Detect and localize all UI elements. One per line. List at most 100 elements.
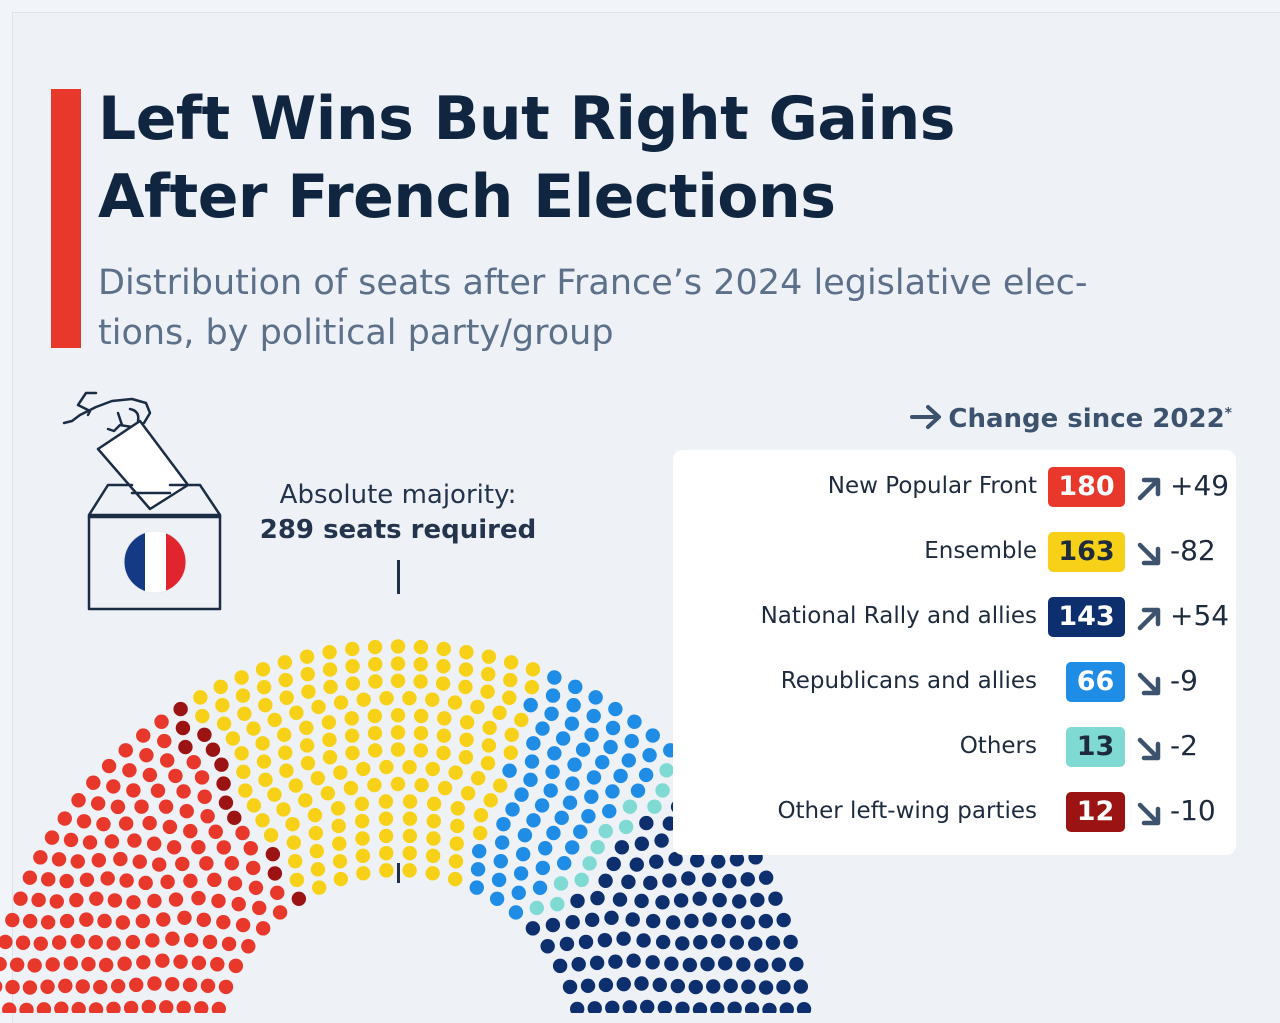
legend-row: Ensemble 163 -82 xyxy=(673,532,1236,574)
legend-party-name: Other left-wing parties xyxy=(777,798,1037,824)
seat-dot xyxy=(514,787,529,802)
seat-dot xyxy=(597,932,613,948)
seat-dot xyxy=(688,979,703,995)
seat-dot xyxy=(502,690,517,705)
legend-change-value: -82 xyxy=(1170,534,1216,567)
seat-dot xyxy=(0,981,3,992)
seat-dot xyxy=(638,767,654,783)
seat-dot xyxy=(449,836,464,851)
seat-dot xyxy=(168,892,184,907)
seat-dot xyxy=(568,679,583,695)
seat-dot xyxy=(299,738,315,753)
subtitle-line-2: tions, by political party/group xyxy=(98,313,614,353)
seat-dot xyxy=(0,934,13,950)
legend-seat-badge: 12 xyxy=(1066,792,1125,832)
seat-dot xyxy=(472,825,488,841)
seat-dot xyxy=(160,753,175,768)
seat-dot xyxy=(612,892,628,907)
seat-dot xyxy=(155,953,170,968)
seat-dot xyxy=(578,934,594,950)
seat-dot xyxy=(758,870,774,885)
seat-dot xyxy=(435,676,451,691)
seat-dot xyxy=(210,957,225,972)
seat-dot xyxy=(480,755,496,771)
legend-row: New Popular Front 180 +49 xyxy=(673,467,1236,509)
seat-dot xyxy=(436,641,451,657)
seat-dot xyxy=(126,895,141,910)
seat-dot xyxy=(779,1002,794,1013)
seat-dot xyxy=(481,649,497,664)
seat-dot xyxy=(425,692,440,707)
seat-dot xyxy=(587,1001,602,1013)
seat-dot xyxy=(584,727,599,742)
seat-dot xyxy=(711,854,726,869)
seat-dot xyxy=(489,891,505,906)
seat-dot xyxy=(523,697,538,713)
seat-dot xyxy=(141,999,156,1013)
seat-dot xyxy=(503,745,518,760)
seat-dot xyxy=(33,936,48,951)
seat-dot xyxy=(98,957,114,973)
seat-dot xyxy=(136,955,151,970)
legend-party-name: New Popular Front xyxy=(827,473,1037,499)
seat-dot xyxy=(277,727,292,743)
seat-dot xyxy=(183,932,199,948)
seat-dot xyxy=(279,763,294,778)
seat-dot xyxy=(123,1000,139,1013)
seat-dot xyxy=(345,659,360,674)
legend-seat-badge: 163 xyxy=(1048,532,1125,572)
seat-dot xyxy=(673,893,689,908)
seat-dot xyxy=(81,956,96,972)
seat-dot xyxy=(740,872,755,887)
seat-dot xyxy=(177,910,192,925)
seat-dot xyxy=(701,872,717,888)
seat-dot xyxy=(241,939,256,954)
seat-dot xyxy=(5,912,20,928)
seat-dot xyxy=(117,956,132,971)
seat-dot xyxy=(657,1000,673,1013)
seat-dot xyxy=(647,799,662,814)
seat-dot xyxy=(41,872,56,887)
seat-dot xyxy=(322,732,337,747)
seat-dot xyxy=(158,799,174,814)
majority-annotation: Absolute majority: 289 seats required xyxy=(230,478,566,548)
seat-dot xyxy=(166,840,182,855)
seat-dot xyxy=(413,708,429,724)
seat-dot xyxy=(258,772,273,788)
seat-dot xyxy=(390,725,406,740)
seat-dot xyxy=(480,684,495,699)
legend-seat-badge: 13 xyxy=(1066,727,1125,767)
seat-dot xyxy=(193,690,208,705)
seat-dot xyxy=(354,813,370,829)
seat-dot xyxy=(299,649,315,664)
seat-dot xyxy=(267,787,282,802)
seat-dot xyxy=(436,745,451,761)
seat-dot xyxy=(104,834,120,849)
seat-dot xyxy=(545,688,561,703)
seat-dot xyxy=(255,921,271,936)
seat-dot xyxy=(524,754,540,769)
seat-dot xyxy=(368,657,383,672)
seat-dot xyxy=(783,934,798,950)
change-header-label: Change since 2022 xyxy=(948,404,1225,434)
seat-dot xyxy=(514,712,529,728)
seat-dot xyxy=(256,680,272,695)
seat-dot xyxy=(322,662,338,677)
seat-dot xyxy=(608,954,623,969)
seat-dot xyxy=(115,915,131,930)
seat-dot xyxy=(390,708,406,723)
seat-dot xyxy=(310,770,326,786)
seat-dot xyxy=(570,893,585,909)
seat-dot xyxy=(402,811,418,826)
seat-dot xyxy=(31,892,46,908)
seat-dot xyxy=(333,695,349,710)
seat-dot xyxy=(0,956,7,972)
seat-dot xyxy=(630,783,646,798)
seat-dot xyxy=(175,856,190,872)
seat-dot xyxy=(526,736,541,751)
seat-dot xyxy=(63,832,79,848)
seat-dot xyxy=(402,863,417,878)
seat-dot xyxy=(71,793,86,808)
arrow-right-icon xyxy=(910,405,942,429)
seat-dot xyxy=(300,755,316,771)
